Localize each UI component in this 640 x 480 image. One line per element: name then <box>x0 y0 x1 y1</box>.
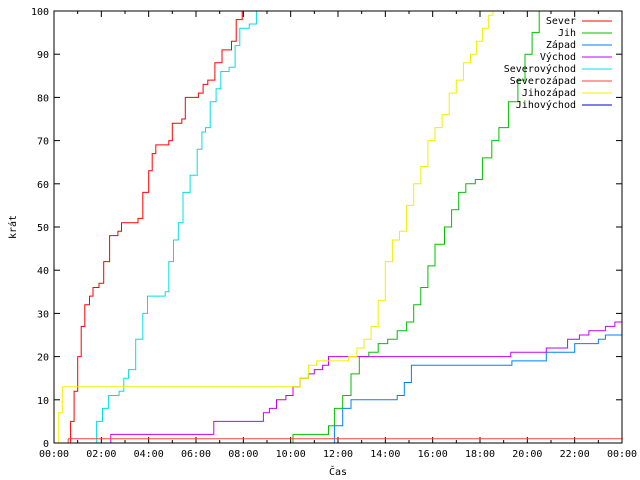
x-tick-label: 00:00 <box>607 449 637 460</box>
y-tick-label: 70 <box>37 137 49 148</box>
series-lines <box>55 11 622 444</box>
x-tick-label: 14:00 <box>370 449 400 460</box>
y-axis-label: krát <box>7 215 19 239</box>
x-tick-label: 12:00 <box>323 449 353 460</box>
series-line-4 <box>93 11 257 444</box>
x-tick-label: 06:00 <box>181 449 211 460</box>
legend-label: Západ <box>546 39 576 51</box>
y-tick-label: 50 <box>37 223 49 234</box>
legend-label: Severovýchod <box>504 63 576 75</box>
x-axis-label: Čas <box>329 465 347 478</box>
series-line-1 <box>287 11 540 444</box>
legend-label: Východ <box>540 51 576 63</box>
legend-label: Sever <box>546 16 576 27</box>
y-tick-label: 60 <box>37 180 49 191</box>
y-tick-label: 20 <box>37 353 49 364</box>
x-tick-label: 08:00 <box>228 449 258 460</box>
x-tick-label: 20:00 <box>512 449 542 460</box>
y-tick-label: 40 <box>37 266 49 277</box>
x-tick-label: 18:00 <box>465 449 495 460</box>
series-line-0 <box>67 11 243 444</box>
legend-label: Severozápad <box>510 75 576 87</box>
plot-border <box>53 10 623 444</box>
y-tick-label: 0 <box>43 439 49 450</box>
y-tick-label: 100 <box>31 7 49 18</box>
x-tick-label: 04:00 <box>134 449 164 460</box>
legend-label: Jih <box>558 28 576 39</box>
y-tick-label: 30 <box>37 309 49 320</box>
y-tick-label: 10 <box>37 396 49 407</box>
y-tick-label: 80 <box>37 93 49 104</box>
axis-ticks: 0 10 20 30 40 50 60 70 80 90 100 00:00 02:00 04:00 06:… <box>31 7 637 460</box>
x-tick-label: 16:00 <box>418 449 448 460</box>
x-tick-label: 00:00 <box>39 449 69 460</box>
series-line-6 <box>55 11 494 444</box>
series-line-3 <box>108 321 622 444</box>
legend-label: Jihozápad <box>522 87 576 99</box>
legend-label: Jihovýchod <box>516 99 576 111</box>
x-tick-label: 22:00 <box>560 449 590 460</box>
y-tick-label: 90 <box>37 50 49 61</box>
x-tick-label: 10:00 <box>276 449 306 460</box>
legend: SeverJihZápadVýchodSeverovýchodSeverozáp… <box>504 16 612 111</box>
series-line-2 <box>328 334 622 444</box>
x-tick-label: 02:00 <box>86 449 116 460</box>
